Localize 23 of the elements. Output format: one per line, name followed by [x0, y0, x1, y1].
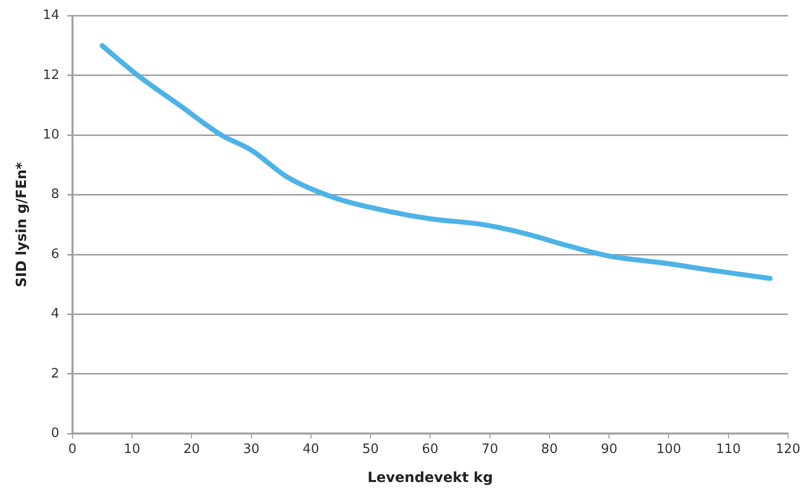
y-tick-label: 0 — [51, 426, 60, 441]
y-tick-label: 10 — [42, 128, 60, 143]
x-tick-label: 50 — [362, 442, 379, 457]
x-tick-label: 110 — [716, 442, 741, 457]
y-tick-label: 2 — [51, 366, 60, 382]
x-tick-label: 60 — [422, 442, 438, 457]
y-tick-label: 8 — [51, 187, 60, 202]
x-tick-label: 40 — [302, 442, 320, 457]
y-tick-label: 6 — [51, 246, 60, 262]
y-tick-label: 4 — [51, 306, 60, 322]
x-tick-label: 70 — [482, 442, 498, 457]
x-tick-label: 30 — [242, 442, 260, 457]
x-axis-title: Levendevekt kg — [367, 470, 493, 486]
y-axis-title: SID lysin g/FEn* — [14, 161, 30, 288]
x-tick-label: 20 — [183, 442, 200, 457]
y-tick-label: 12 — [42, 68, 60, 83]
x-tick-label: 90 — [600, 442, 618, 457]
x-tick-label: 120 — [776, 442, 800, 457]
x-tick-label: 80 — [541, 442, 558, 457]
x-tick-label: 100 — [656, 442, 682, 457]
y-tick-label: 14 — [42, 8, 60, 24]
x-tick-label: 0 — [68, 442, 76, 457]
x-tick-label: 10 — [124, 442, 140, 457]
